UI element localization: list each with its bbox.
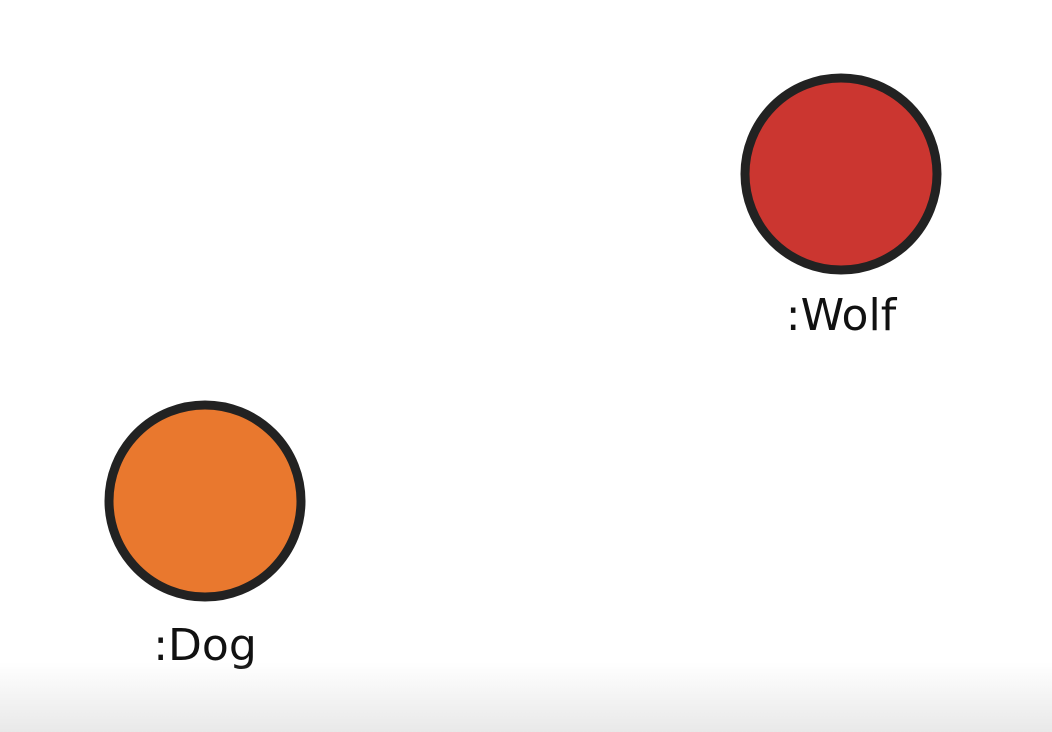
- node-wolf[interactable]: :Wolf: [740, 73, 942, 341]
- node-wolf-circle[interactable]: [740, 73, 942, 275]
- node-wolf-label: :Wolf: [786, 290, 898, 341]
- node-dog-circle[interactable]: [104, 400, 306, 602]
- bottom-shade: [0, 662, 1052, 732]
- node-dog[interactable]: :Dog: [104, 400, 306, 671]
